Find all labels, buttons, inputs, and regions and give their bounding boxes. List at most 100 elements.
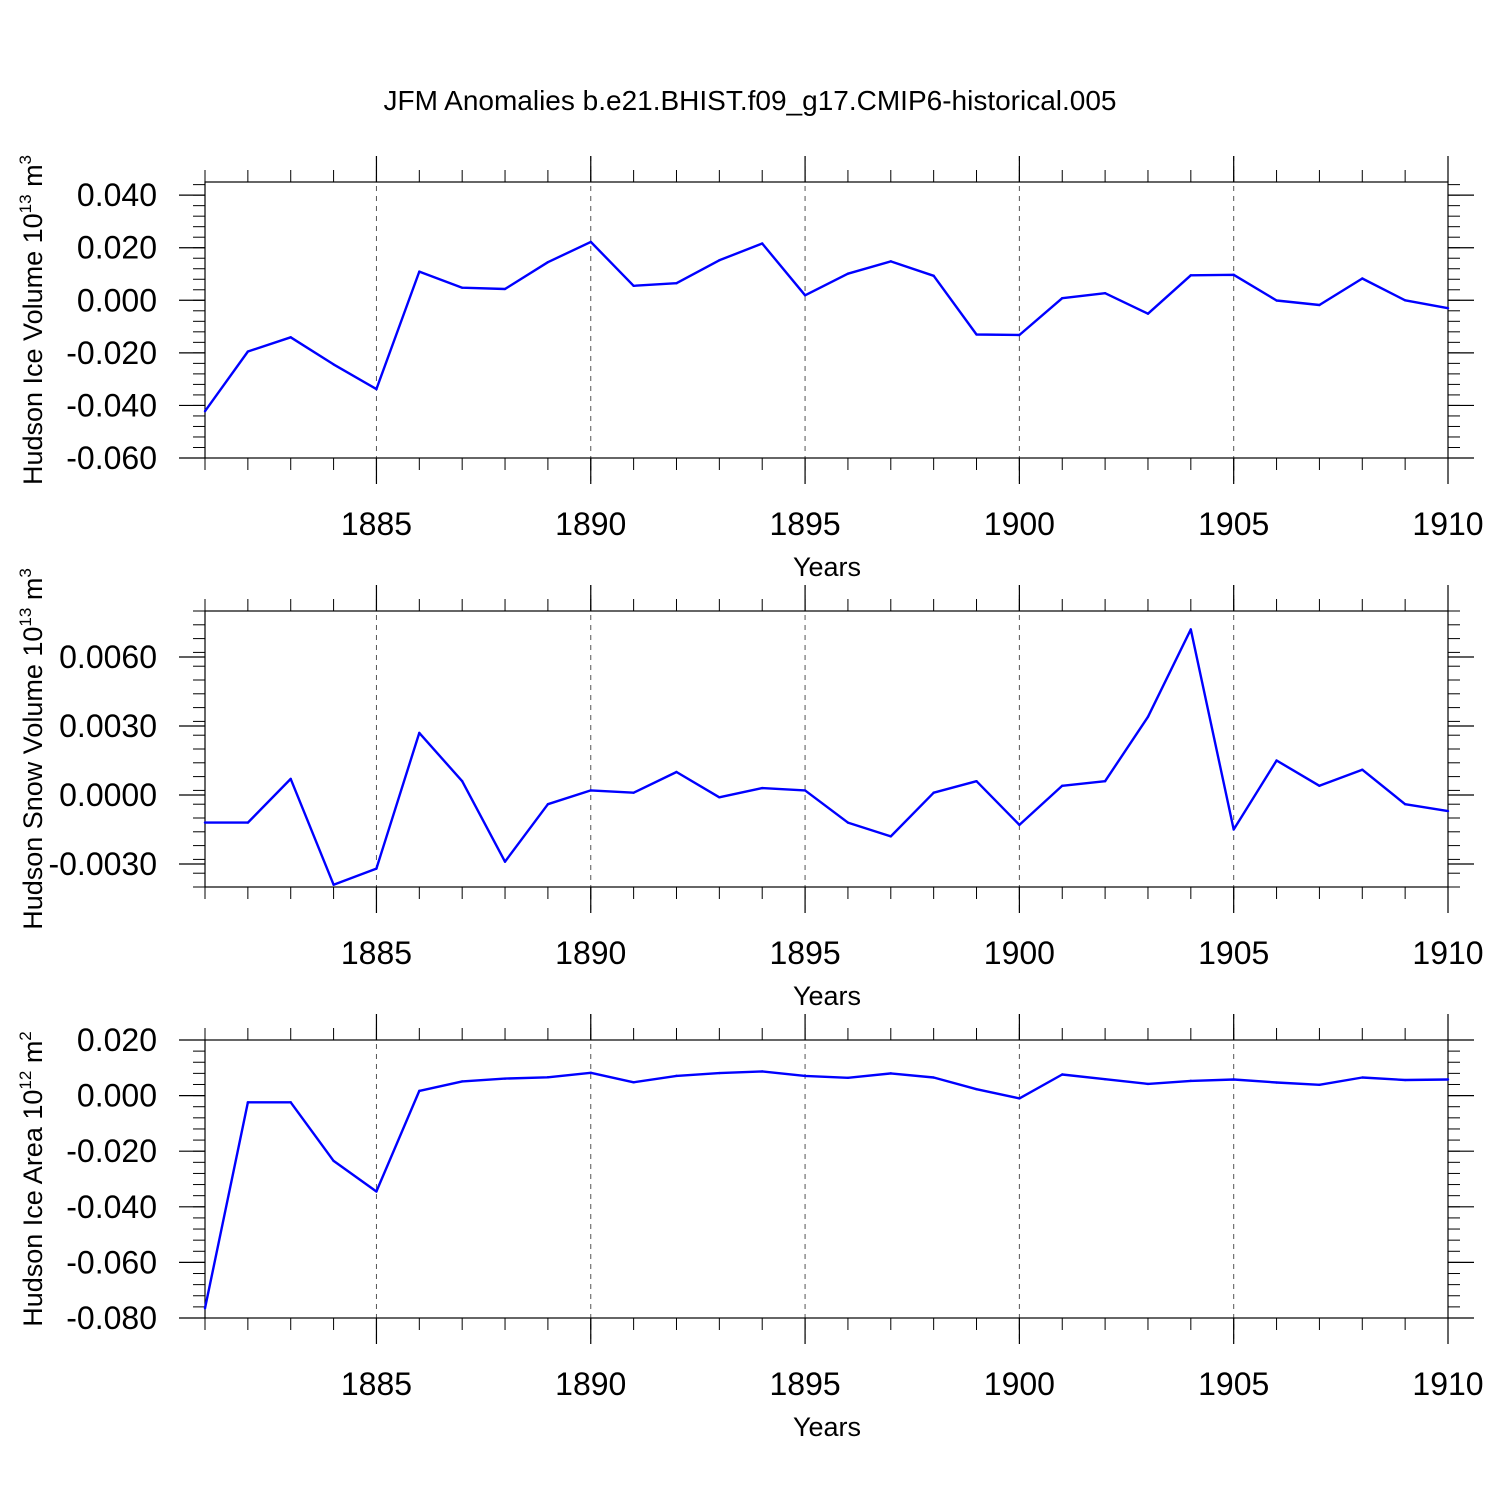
data-point [632,791,635,794]
data-point [203,821,207,824]
x-tick-label: 1885 [341,935,412,971]
data-point [589,789,592,792]
plot-frame [204,610,1449,888]
data-point [460,780,464,783]
data-point [632,1081,635,1084]
x-tick-label: 1910 [1412,1366,1483,1402]
data-point [289,336,292,339]
data-point [418,270,421,273]
y-tick-label: -0.040 [66,1189,157,1225]
data-point [761,1070,764,1073]
data-point [889,1072,892,1075]
x-tick-label: 1905 [1198,506,1269,542]
data-point [932,1076,935,1079]
data-point [803,294,807,297]
chart-panel-2: -0.0030 0.0000 0.0030 0.0060 1885 1890 1895 190… [16,568,1484,1011]
chart-panel-1: -0.060 -0.040 -0.020 0.000 0.020 0.040 1885 189… [16,155,1484,582]
data-point [1189,628,1193,631]
data-point [932,274,935,278]
data-point [332,883,335,886]
data-point [418,731,421,735]
data-point [1275,1081,1278,1084]
data-point [375,1190,378,1193]
x-axis-label: Years [793,1412,861,1442]
y-axis-label: Hudson Ice Volume 1013 m3 [16,155,48,485]
data-point [889,835,892,838]
data-point [1018,823,1021,827]
x-tick-label: 1895 [769,935,840,971]
data-point [1146,1082,1150,1086]
data-point [503,287,507,291]
data-point [1018,333,1021,337]
data-point [203,410,207,413]
data-point [375,387,378,391]
data-point [1403,299,1407,302]
y-tick-label: 0.0000 [59,777,157,813]
y-tick-label: -0.020 [66,335,157,371]
x-tick-label: 1905 [1198,935,1269,971]
series-line [205,628,1449,886]
data-point [803,1074,807,1078]
data-point [1232,1078,1235,1081]
data-point [675,770,678,774]
data-point [1018,1097,1021,1100]
x-tick-label: 1900 [984,1366,1055,1402]
data-point [632,284,635,288]
y-tick-label: -0.080 [66,1300,157,1336]
data-point [1232,828,1235,831]
x-tick-label: 1890 [555,935,626,971]
data-point [975,333,978,336]
data-point [246,1101,250,1104]
data-point [546,803,550,806]
y-tick-label: 0.000 [77,1078,157,1114]
x-tick-label: 1900 [984,935,1055,971]
data-point [589,1071,592,1075]
data-point [803,789,807,792]
y-tick-label: -0.060 [66,1244,157,1280]
data-point [1361,768,1364,771]
data-point [675,282,678,285]
data-point [1403,803,1407,806]
data-point [289,777,292,781]
x-tick-label: 1895 [769,506,840,542]
data-point [460,286,464,289]
x-tick-label: 1910 [1412,935,1483,971]
y-tick-label: -0.040 [66,387,157,423]
data-point [1103,780,1107,783]
data-point [1318,784,1321,787]
data-point [718,796,721,799]
data-point [1361,1076,1364,1079]
data-point [1061,1073,1064,1076]
data-point [1189,274,1193,277]
x-tick-label: 1890 [555,506,626,542]
y-tick-label: 0.000 [77,282,157,318]
data-point [203,1307,207,1310]
data-point [932,791,935,794]
data-point [1446,1078,1450,1081]
data-point [503,860,507,863]
data-point [1146,715,1150,718]
data-point [1232,273,1235,276]
y-tick-label: 0.0030 [59,708,157,744]
data-point [546,1076,550,1079]
data-point [889,260,892,263]
panels: -0.060 -0.040 -0.020 0.000 0.020 0.040 1885 189… [16,155,1484,1442]
data-point [718,1071,721,1075]
data-point [460,1080,464,1083]
data-point [718,259,721,262]
data-point [332,363,335,366]
data-point [1103,1077,1107,1081]
data-point [975,1088,978,1091]
x-tick-label: 1910 [1412,506,1483,542]
data-point [1403,1078,1407,1082]
data-point [675,1074,678,1078]
plot-frame [204,181,1449,459]
y-tick-label: 0.040 [77,177,157,213]
data-point [246,350,250,353]
data-point [503,1077,507,1080]
x-tick-label: 1885 [341,1366,412,1402]
x-tick-label: 1890 [555,1366,626,1402]
y-tick-label: 0.020 [77,1022,157,1058]
data-point [846,821,850,824]
data-point [1061,784,1064,787]
